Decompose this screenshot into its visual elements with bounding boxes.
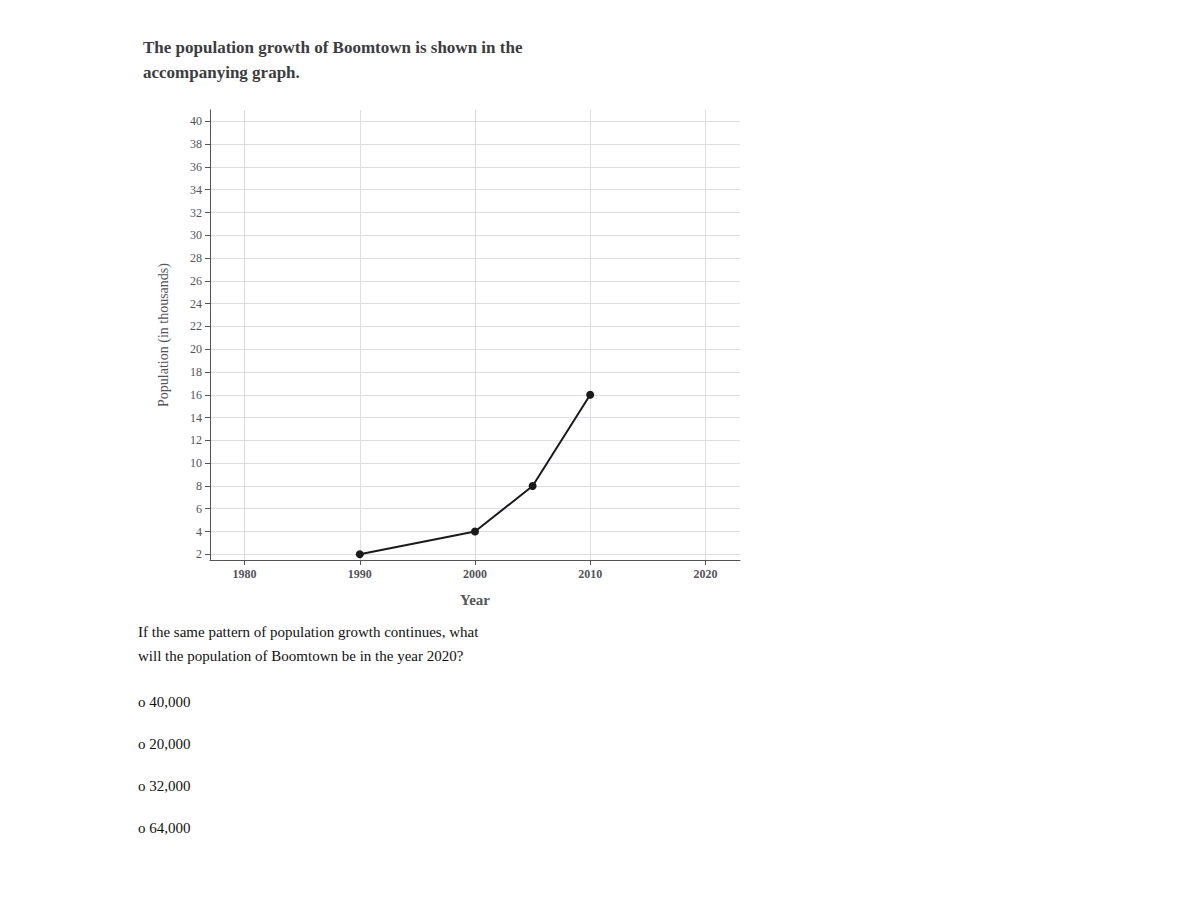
svg-text:Population (in thousands): Population (in thousands) <box>156 263 172 407</box>
svg-text:34: 34 <box>190 183 202 197</box>
svg-text:8: 8 <box>196 479 202 493</box>
svg-text:1990: 1990 <box>348 567 372 581</box>
svg-text:14: 14 <box>190 411 202 425</box>
svg-text:2: 2 <box>196 547 202 561</box>
svg-text:o 20,000: o 20,000 <box>138 736 191 752</box>
svg-text:Year: Year <box>460 592 490 608</box>
svg-text:will the population of Boomtow: will the population of Boomtown be in th… <box>138 648 464 664</box>
svg-text:26: 26 <box>190 274 202 288</box>
svg-text:32: 32 <box>190 206 202 220</box>
svg-text:18: 18 <box>190 365 202 379</box>
svg-text:12: 12 <box>190 433 202 447</box>
svg-text:2020: 2020 <box>693 567 717 581</box>
svg-text:28: 28 <box>190 251 202 265</box>
svg-text:o 40,000: o 40,000 <box>138 694 191 710</box>
svg-text:16: 16 <box>190 388 202 402</box>
svg-text:22: 22 <box>190 319 202 333</box>
svg-text:24: 24 <box>190 297 202 311</box>
svg-text:20: 20 <box>190 342 202 356</box>
svg-text:2000: 2000 <box>463 567 487 581</box>
svg-text:If the same pattern of populat: If the same pattern of population growth… <box>138 624 479 640</box>
svg-text:10: 10 <box>190 456 202 470</box>
svg-text:6: 6 <box>196 502 202 516</box>
svg-text:4: 4 <box>196 525 202 539</box>
svg-text:o 32,000: o 32,000 <box>138 778 191 794</box>
svg-text:2010: 2010 <box>578 567 602 581</box>
svg-text:1980: 1980 <box>233 567 257 581</box>
svg-text:accompanying graph.: accompanying graph. <box>143 63 300 82</box>
svg-text:38: 38 <box>190 137 202 151</box>
svg-text:The population growth of Boomt: The population growth of Boomtown is sho… <box>143 38 523 57</box>
svg-text:40: 40 <box>190 114 202 128</box>
svg-text:30: 30 <box>190 228 202 242</box>
svg-text:36: 36 <box>190 160 202 174</box>
svg-text:o 64,000: o 64,000 <box>138 820 191 836</box>
